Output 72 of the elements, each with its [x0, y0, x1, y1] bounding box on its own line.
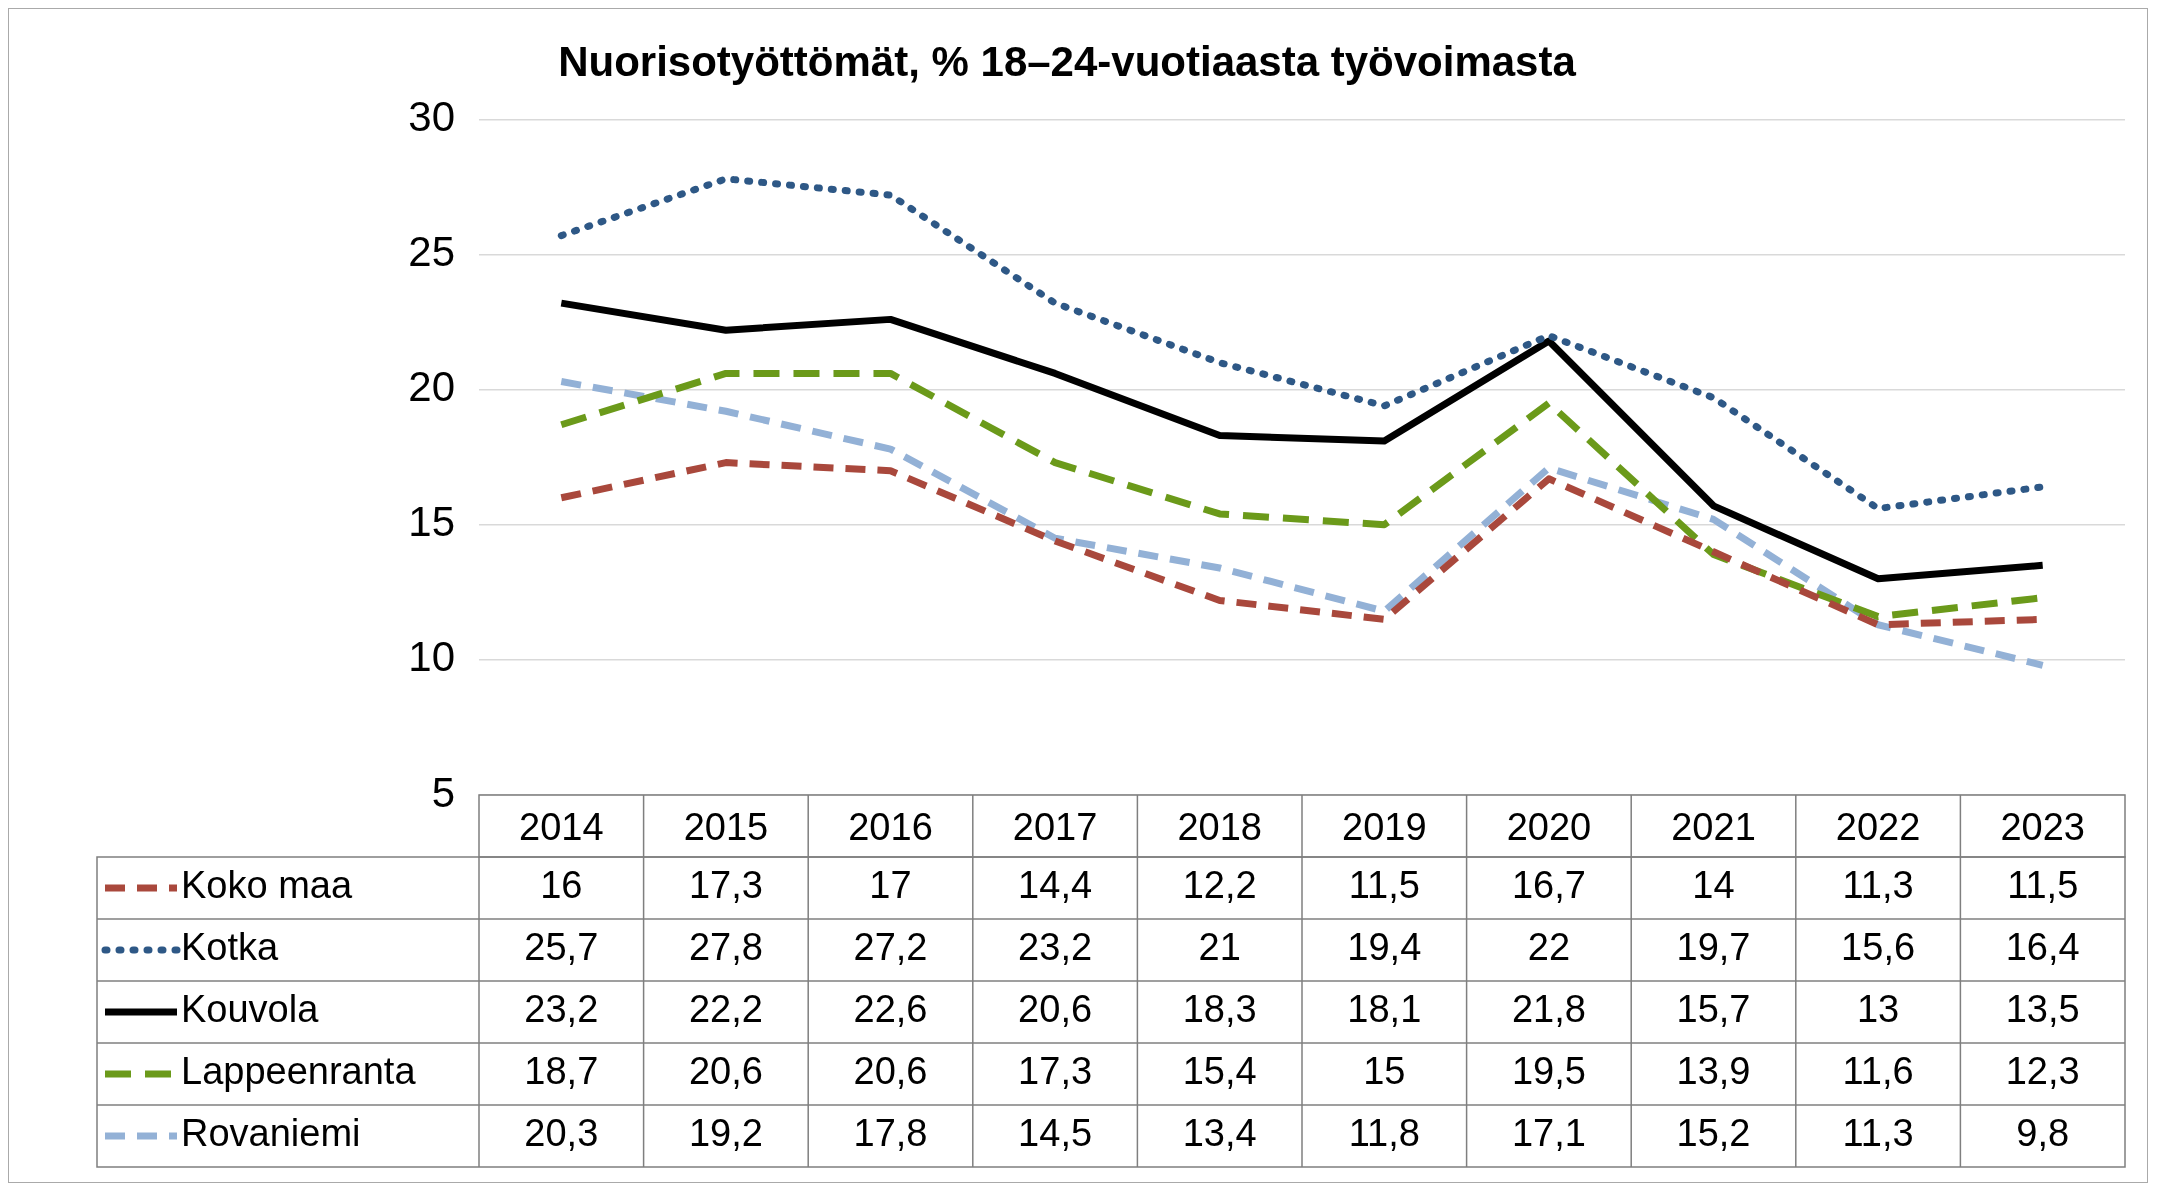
data-label: 12,2 [1182, 864, 1257, 907]
data-label: 27,2 [853, 926, 928, 969]
y-tick-label: 10 [408, 633, 455, 681]
data-label: 20,6 [1018, 988, 1093, 1031]
data-label: 16,7 [1511, 864, 1586, 907]
data-label: 12,3 [2005, 1050, 2080, 1093]
x-tick-label: 2022 [1835, 806, 1921, 849]
data-label: 9,8 [2016, 1112, 2070, 1155]
data-label: 25,7 [524, 926, 599, 969]
data-label: 18,1 [1347, 988, 1422, 1031]
data-label: 13,4 [1182, 1112, 1257, 1155]
y-tick-label: 15 [408, 498, 455, 546]
data-label: 20,3 [524, 1112, 599, 1155]
data-label: 23,2 [524, 988, 599, 1031]
legend-label: Koko maa [181, 864, 353, 907]
x-tick-label: 2016 [848, 806, 933, 849]
data-label: 13 [1856, 988, 1900, 1031]
data-label: 13,5 [2005, 988, 2080, 1031]
x-tick-label: 2014 [519, 806, 604, 849]
data-label: 15,7 [1676, 988, 1751, 1031]
data-label: 21 [1198, 926, 1241, 969]
data-label: 22,6 [853, 988, 928, 1031]
data-label: 15 [1363, 1050, 1406, 1093]
data-label: 17,3 [1018, 1050, 1093, 1093]
data-label: 15,2 [1676, 1112, 1751, 1155]
x-tick-label: 2019 [1342, 806, 1427, 849]
data-label: 18,7 [524, 1050, 599, 1093]
data-label: 20,6 [688, 1050, 763, 1093]
data-label: 19,2 [688, 1112, 763, 1155]
data-label: 15,6 [1841, 926, 1916, 969]
data-label: 13,9 [1676, 1050, 1751, 1093]
data-label: 14,5 [1018, 1112, 1093, 1155]
x-tick-label: 2018 [1177, 806, 1262, 849]
data-label: 11,6 [1842, 1050, 1914, 1093]
data-label: 27,8 [688, 926, 763, 969]
y-tick-label: 20 [408, 363, 455, 411]
data-label: 19,7 [1676, 926, 1751, 969]
data-label: 23,2 [1018, 926, 1093, 969]
x-tick-label: 2023 [2000, 806, 2085, 849]
y-tick-label: 5 [431, 768, 455, 816]
data-label: 11,8 [1348, 1112, 1420, 1155]
data-label: 21,8 [1511, 988, 1586, 1031]
data-label: 22,2 [688, 988, 763, 1031]
x-tick-label: 2020 [1506, 806, 1592, 849]
data-label: 17 [869, 864, 912, 907]
data-label: 14 [1692, 864, 1735, 907]
x-tick-label: 2021 [1671, 806, 1756, 849]
data-label: 18,3 [1182, 988, 1257, 1031]
data-label: 17,3 [688, 864, 763, 907]
y-tick-label: 25 [408, 228, 455, 276]
x-tick-label: 2017 [1012, 806, 1098, 849]
data-label: 19,5 [1511, 1050, 1586, 1093]
data-label: 22 [1527, 926, 1571, 969]
data-label: 17,1 [1511, 1112, 1586, 1155]
data-label: 11,5 [1348, 864, 1420, 907]
data-label: 11,3 [1842, 1112, 1914, 1155]
data-label: 16,4 [2005, 926, 2080, 969]
data-label: 20,6 [853, 1050, 928, 1093]
legend-label: Rovaniemi [181, 1112, 361, 1155]
legend-label: Kotka [181, 926, 280, 969]
data-label: 19,4 [1347, 926, 1422, 969]
chart-title: Nuorisotyöttömät, % 18–24-vuotiaasta työvoimasta [558, 37, 1577, 85]
data-label: 16 [540, 864, 583, 907]
data-label: 11,3 [1842, 864, 1914, 907]
legend-label: Kouvola [181, 988, 320, 1031]
data-label: 15,4 [1182, 1050, 1257, 1093]
legend-label: Lappeenranta [181, 1050, 417, 1093]
x-tick-label: 2015 [683, 806, 769, 849]
y-tick-label: 30 [408, 92, 455, 140]
data-label: 17,8 [853, 1112, 928, 1155]
data-label: 11,5 [2007, 864, 2079, 907]
data-label: 14,4 [1018, 864, 1093, 907]
